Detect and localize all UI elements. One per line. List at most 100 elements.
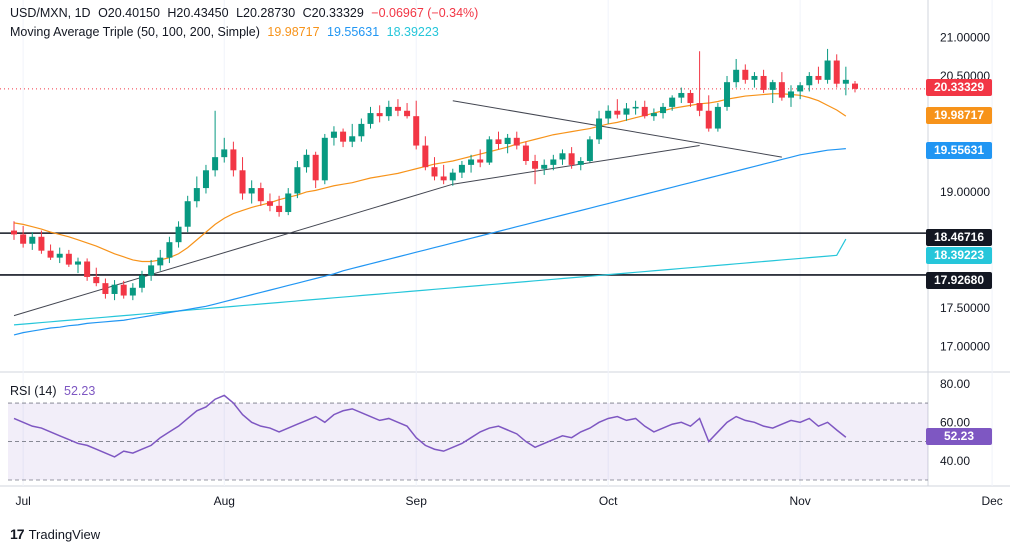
candle-body: [358, 123, 365, 137]
candle-body: [788, 91, 795, 98]
candle-body: [477, 159, 484, 163]
candle-body: [285, 193, 292, 213]
candle: [202, 164, 209, 194]
candle: [294, 161, 301, 199]
candle: [641, 100, 648, 119]
candle-body: [824, 60, 831, 80]
candle-body: [394, 106, 401, 111]
candle: [797, 82, 804, 100]
candle: [340, 128, 347, 148]
candle-body: [202, 170, 209, 189]
price-tick-label: 21.00000: [940, 30, 990, 44]
candle: [303, 149, 310, 173]
ohlc-open: O20.40150: [98, 6, 160, 20]
candle: [788, 85, 795, 107]
candle-body: [522, 145, 529, 162]
rsi-tick-label: 40.00: [940, 454, 970, 468]
candle-body: [486, 139, 493, 163]
candle: [321, 133, 328, 185]
candle-body: [65, 253, 72, 265]
candle-body: [660, 106, 667, 114]
candle-body: [586, 139, 593, 162]
candle-body: [138, 275, 145, 288]
candle-body: [751, 75, 758, 80]
candle-body: [513, 137, 520, 146]
candle-body: [550, 159, 557, 165]
rsi-header-value: 52.23: [64, 384, 96, 398]
candle: [532, 154, 539, 185]
candle-body: [129, 287, 136, 296]
axes: 21.0000020.5000019.0000017.5000017.00000…: [15, 30, 1002, 508]
candle-body: [303, 154, 310, 168]
candle: [20, 225, 27, 248]
candle-body: [760, 75, 767, 90]
ma200-label: 18.39223: [926, 247, 992, 264]
candle-body: [266, 201, 273, 206]
trendlines[interactable]: [13, 100, 782, 317]
candle-body: [449, 172, 456, 181]
candle: [221, 137, 228, 163]
candle-body: [413, 116, 420, 146]
candle-body: [769, 82, 776, 90]
candle: [586, 136, 593, 163]
candle: [266, 193, 273, 212]
candle: [413, 100, 420, 150]
candle-body: [221, 149, 228, 158]
candle-body: [120, 284, 127, 296]
candle: [705, 95, 712, 132]
last-price-label: 20.33329: [926, 79, 992, 96]
time-tick-label: Dec: [981, 494, 1002, 508]
rsi-tick-label: 60.00: [940, 415, 970, 429]
ma200-line: [13, 238, 847, 326]
rsi-band: [8, 402, 928, 481]
candle: [166, 236, 173, 264]
candle: [239, 157, 246, 200]
horizontal-levels[interactable]: [0, 88, 928, 276]
candle: [431, 157, 438, 181]
ma-title: Moving Average Triple (50, 100, 200, Sim…: [10, 25, 260, 39]
trendline: [452, 145, 700, 185]
candle: [367, 106, 374, 129]
ohlc-high: H20.43450: [167, 6, 229, 20]
candles: [11, 48, 858, 301]
candle: [394, 99, 401, 117]
candle: [623, 103, 630, 121]
candle-body: [38, 236, 45, 251]
candle: [714, 103, 721, 132]
candle: [806, 72, 813, 92]
candle: [120, 280, 127, 299]
candle: [175, 221, 182, 248]
candle: [833, 54, 840, 88]
candle-body: [440, 176, 447, 181]
candle-body: [340, 131, 347, 142]
candle: [842, 66, 849, 96]
candle: [129, 283, 136, 301]
candle: [11, 221, 17, 240]
candle-body: [559, 153, 566, 160]
candle: [477, 149, 484, 168]
candle-body: [212, 157, 219, 171]
candle-body: [650, 113, 657, 117]
candle: [852, 81, 858, 93]
candle-body: [714, 106, 721, 129]
candle-body: [56, 253, 63, 258]
candle: [614, 99, 621, 119]
candle-body: [632, 106, 639, 109]
candle: [449, 168, 456, 186]
tradingview-logo-icon: 17: [10, 526, 25, 542]
candle: [248, 180, 255, 204]
candle: [650, 108, 657, 121]
candle-body: [184, 201, 191, 227]
level-high-label: 18.46716: [926, 229, 992, 246]
level-low-label: 17.92680: [926, 272, 992, 289]
candle: [404, 103, 411, 119]
candle-body: [778, 82, 785, 98]
candle-body: [842, 79, 849, 84]
ma200-value: 18.39223: [386, 25, 439, 39]
trendline: [452, 100, 782, 158]
candle: [742, 64, 749, 84]
candle: [111, 280, 118, 301]
rsi-value-label: 52.23: [926, 428, 992, 445]
trendline: [13, 183, 453, 317]
